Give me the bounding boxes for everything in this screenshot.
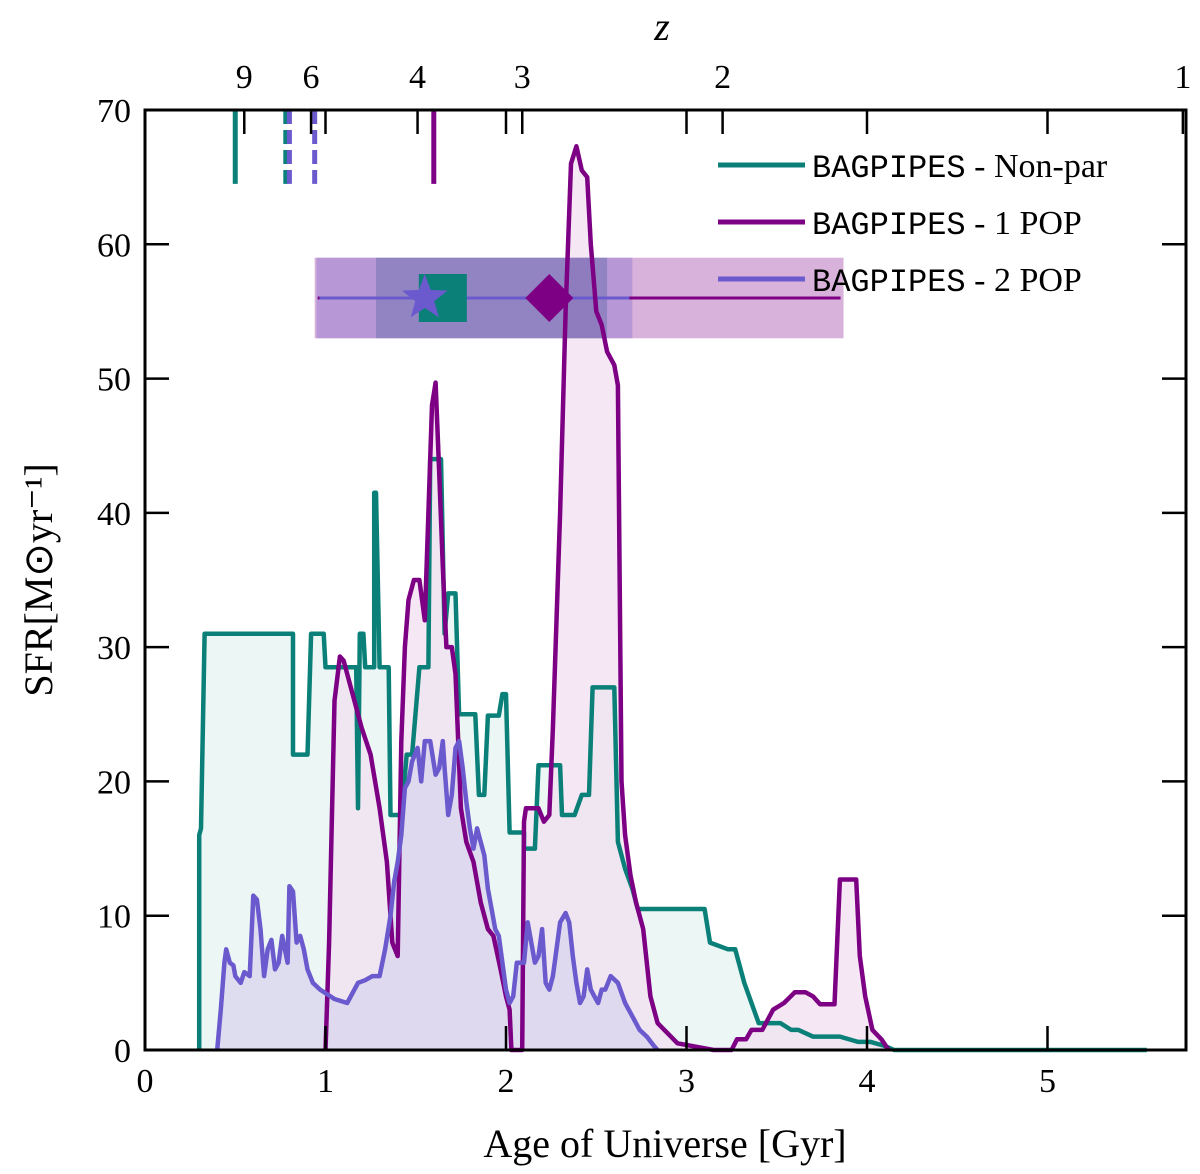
svg-text:SFR[M⊙yr⁻¹]: SFR[M⊙yr⁻¹] <box>16 463 61 696</box>
z-tick-label-5: 1 <box>1174 59 1191 96</box>
y-axis-label: SFR <box>16 625 61 696</box>
series-fills <box>199 146 1147 1051</box>
top-tick-labels: 9 6 4 3 2 1 <box>236 59 1192 96</box>
y-tick-label-1: 10 <box>97 899 131 936</box>
legend-mono-0: BAGPIPES <box>812 150 966 187</box>
formation-marker-diamond <box>525 274 574 322</box>
legend-rest-2: - 2 POP <box>966 262 1082 299</box>
axes-frame <box>143 108 1188 1052</box>
series-lines <box>196 144 1147 1053</box>
x-tick-label-1: 1 <box>317 1063 334 1100</box>
y-tick-label-2: 20 <box>97 764 131 801</box>
y-tick-labels: 0 10 20 30 40 50 60 70 <box>97 93 131 1070</box>
legend-rest-1: - 1 POP <box>966 205 1082 242</box>
y-tick-label-7: 70 <box>97 93 131 130</box>
y-tick-label-0: 0 <box>114 1033 131 1070</box>
x-tick-labels: 0 1 2 3 4 5 <box>137 1063 1057 1100</box>
legend-entry-0: BAGPIPES - Non-par <box>812 148 1108 187</box>
x-tick-label-5: 5 <box>1039 1063 1056 1100</box>
series-line-0 <box>196 456 1147 1053</box>
series-line-1 <box>323 144 891 1053</box>
axes <box>143 108 1188 1052</box>
z-tick-label-1: 6 <box>303 59 320 96</box>
x-tick-label-3: 3 <box>678 1063 695 1100</box>
y-axis-label-group: SFR[M⊙yr⁻¹] <box>16 463 61 696</box>
series-fill-2 <box>217 741 658 1050</box>
z-tick-label-3: 3 <box>514 59 531 96</box>
x-tick-label-0: 0 <box>137 1063 154 1100</box>
y-tick-label-6: 60 <box>97 227 131 264</box>
formation-marker-star <box>401 274 448 318</box>
formation-bands <box>314 257 844 339</box>
z-tick-label-2: 4 <box>409 59 426 96</box>
y-tick-label-3: 30 <box>97 630 131 667</box>
x-tick-label-2: 2 <box>498 1063 515 1100</box>
series-fill-1 <box>325 146 889 1051</box>
x-tick-label-4: 4 <box>859 1063 876 1100</box>
legend-mono-2: BAGPIPES <box>812 264 966 301</box>
legend-entry-2: BAGPIPES - 2 POP <box>812 262 1082 301</box>
y-tick-label-4: 40 <box>97 496 131 533</box>
formation-lines <box>232 110 437 184</box>
z-tick-label-4: 2 <box>714 59 731 96</box>
formation-markers <box>401 274 574 322</box>
legend-entry-1: BAGPIPES - 1 POP <box>812 205 1082 244</box>
top-axis-label: z <box>653 4 670 49</box>
y-tick-label-5: 50 <box>97 362 131 399</box>
series-line-2 <box>214 738 660 1052</box>
y-axis-unit: [M⊙yr⁻¹] <box>16 463 61 625</box>
z-tick-label-0: 9 <box>236 59 253 96</box>
legend-mono-1: BAGPIPES <box>812 207 966 244</box>
legend-rest-0: - Non-par <box>966 148 1108 185</box>
x-axis-label: Age of Universe [Gyr] <box>483 1121 846 1166</box>
